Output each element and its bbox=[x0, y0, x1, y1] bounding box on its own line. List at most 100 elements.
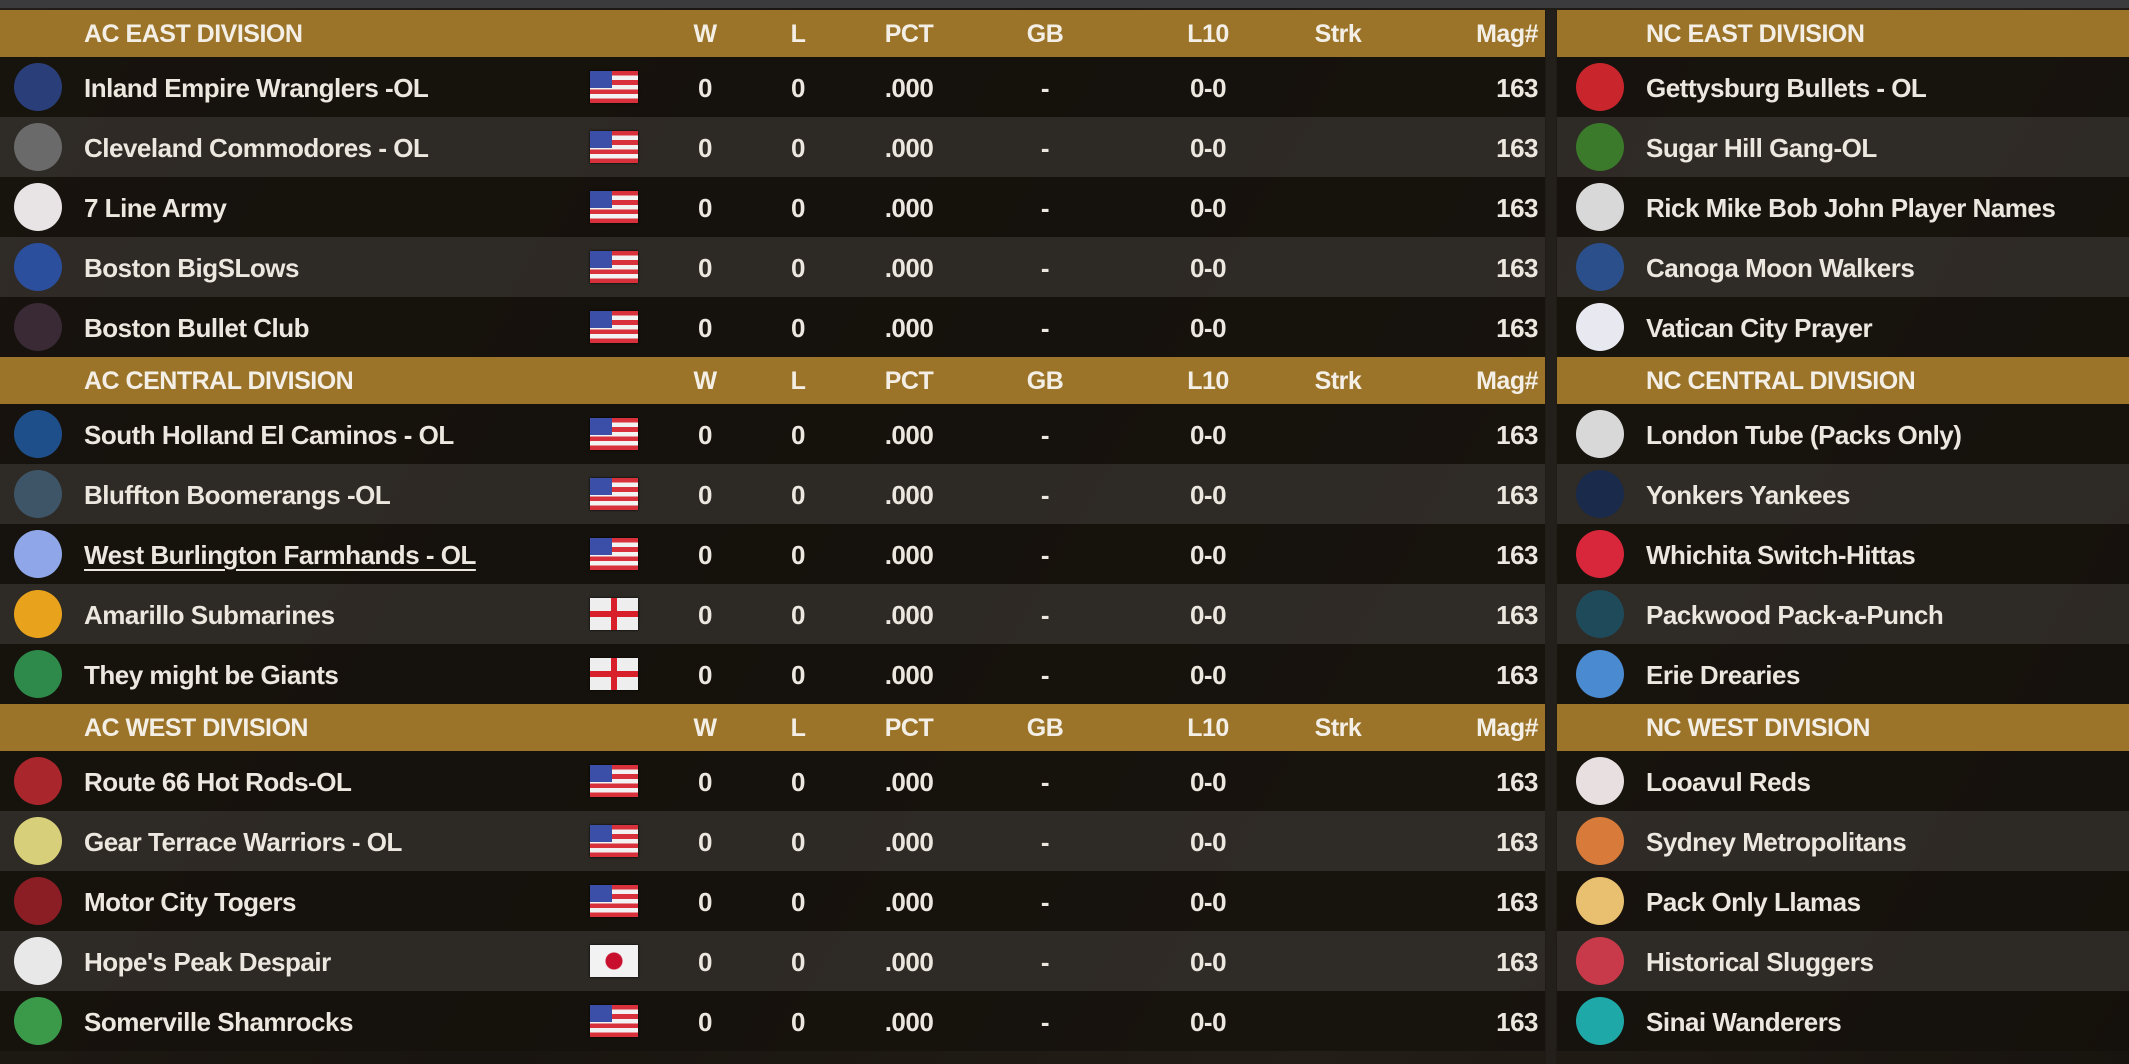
team-name[interactable]: Route 66 Hot Rods-OL bbox=[84, 767, 352, 797]
column-header-strk[interactable]: Strk bbox=[1314, 20, 1362, 48]
team-row[interactable]: Inland Empire Wranglers -OL 0 0 .000 - 0-0 163 bbox=[0, 57, 1545, 117]
team-name[interactable]: Sugar Hill Gang-OL bbox=[1646, 133, 1877, 163]
column-header-l[interactable]: L bbox=[790, 367, 806, 395]
team-name[interactable]: Bluffton Boomerangs -OL bbox=[84, 480, 391, 510]
team-row[interactable]: Somerville Shamrocks 0 0 .000 - 0-0 163 bbox=[0, 991, 1545, 1051]
team-name[interactable]: London Tube (Packs Only) bbox=[1646, 420, 1962, 450]
column-header-pct[interactable]: PCT bbox=[884, 367, 934, 395]
team-logo-icon bbox=[1576, 183, 1624, 231]
column-header-l10[interactable]: L10 bbox=[1187, 714, 1229, 742]
stat-mag: 163 bbox=[1496, 480, 1538, 510]
division-title: AC EAST DIVISION bbox=[84, 20, 303, 48]
flag-us-icon bbox=[590, 131, 638, 163]
team-row[interactable]: Vatican City Prayer bbox=[1557, 297, 2129, 357]
column-header-strk[interactable]: Strk bbox=[1314, 714, 1362, 742]
team-name[interactable]: Rick Mike Bob John Player Names bbox=[1646, 193, 2056, 223]
team-name[interactable]: Sinai Wanderers bbox=[1646, 1007, 1842, 1037]
team-name[interactable]: Looavul Reds bbox=[1646, 767, 1811, 797]
team-name[interactable]: Yonkers Yankees bbox=[1646, 480, 1851, 510]
team-row[interactable]: Looavul Reds bbox=[1557, 751, 2129, 811]
column-header-w[interactable]: W bbox=[693, 714, 717, 742]
panel-divider bbox=[1546, 10, 1556, 1064]
team-row[interactable]: London Tube (Packs Only) bbox=[1557, 404, 2129, 464]
team-name[interactable]: Pack Only Llamas bbox=[1646, 887, 1861, 917]
column-header-pct[interactable]: PCT bbox=[884, 714, 934, 742]
column-header-mag[interactable]: Mag# bbox=[1476, 20, 1538, 48]
team-row[interactable]: Erie Drearies bbox=[1557, 644, 2129, 704]
column-header-w[interactable]: W bbox=[693, 20, 717, 48]
column-header-l10[interactable]: L10 bbox=[1187, 20, 1229, 48]
team-row[interactable]: Motor City Togers 0 0 .000 - 0-0 163 bbox=[0, 871, 1545, 931]
column-header-mag[interactable]: Mag# bbox=[1476, 367, 1538, 395]
team-row[interactable]: Sydney Metropolitans bbox=[1557, 811, 2129, 871]
team-row[interactable]: Gettysburg Bullets - OL bbox=[1557, 57, 2129, 117]
column-header-l[interactable]: L bbox=[790, 714, 806, 742]
column-header-l10[interactable]: L10 bbox=[1187, 367, 1229, 395]
team-name[interactable]: Canoga Moon Walkers bbox=[1646, 253, 1915, 283]
team-row[interactable]: Packwood Pack-a-Punch bbox=[1557, 584, 2129, 644]
team-row[interactable]: Bluffton Boomerangs -OL 0 0 .000 - 0-0 163 bbox=[0, 464, 1545, 524]
team-name[interactable]: Motor City Togers bbox=[84, 887, 297, 917]
team-row[interactable]: Whichita Switch-Hittas bbox=[1557, 524, 2129, 584]
team-row[interactable]: West Burlington Farmhands - OL 0 0 .000 - 0-0… bbox=[0, 524, 1545, 584]
team-row[interactable]: Historical Sluggers bbox=[1557, 931, 2129, 991]
team-name[interactable]: They might be Giants bbox=[84, 660, 339, 690]
team-row[interactable]: Cleveland Commodores - OL 0 0 .000 - 0-0 163 bbox=[0, 117, 1545, 177]
stat-l10: 0-0 bbox=[1189, 767, 1227, 797]
stat-l: 0 bbox=[791, 133, 805, 163]
team-row[interactable]: Pack Only Llamas bbox=[1557, 871, 2129, 931]
team-name[interactable]: Whichita Switch-Hittas bbox=[1646, 540, 1916, 570]
team-name[interactable]: Amarillo Submarines bbox=[84, 600, 335, 630]
team-name[interactable]: Somerville Shamrocks bbox=[84, 1007, 353, 1037]
stat-l: 0 bbox=[791, 767, 805, 797]
team-row[interactable]: Boston Bullet Club 0 0 .000 - 0-0 163 bbox=[0, 297, 1545, 357]
team-row[interactable]: Sugar Hill Gang-OL bbox=[1557, 117, 2129, 177]
team-row[interactable]: South Holland El Caminos - OL 0 0 .000 - 0-0 1… bbox=[0, 404, 1545, 464]
team-name[interactable]: Vatican City Prayer bbox=[1646, 313, 1873, 343]
team-row[interactable]: Amarillo Submarines 0 0 .000 - 0-0 163 bbox=[0, 584, 1545, 644]
column-header-l[interactable]: L bbox=[790, 20, 806, 48]
team-name[interactable]: Hope's Peak Despair bbox=[84, 947, 331, 977]
team-name[interactable]: Cleveland Commodores - OL bbox=[84, 133, 429, 163]
column-header-pct[interactable]: PCT bbox=[884, 20, 934, 48]
team-logo-icon bbox=[14, 817, 62, 865]
team-row[interactable]: Boston BigSLows 0 0 .000 - 0-0 163 bbox=[0, 237, 1545, 297]
team-name[interactable]: Erie Drearies bbox=[1646, 660, 1800, 690]
column-header-gb[interactable]: GB bbox=[1026, 367, 1064, 395]
column-header-strk[interactable]: Strk bbox=[1314, 367, 1362, 395]
column-header-gb[interactable]: GB bbox=[1026, 714, 1064, 742]
team-name[interactable]: 7 Line Army bbox=[84, 193, 227, 223]
stat-l10: 0-0 bbox=[1189, 1007, 1227, 1037]
team-row[interactable]: Hope's Peak Despair 0 0 .000 - 0-0 163 bbox=[0, 931, 1545, 991]
team-row[interactable]: Rick Mike Bob John Player Names bbox=[1557, 177, 2129, 237]
team-row[interactable]: They might be Giants 0 0 .000 - 0-0 163 bbox=[0, 644, 1545, 704]
team-row[interactable]: 7 Line Army 0 0 .000 - 0-0 163 bbox=[0, 177, 1545, 237]
team-row[interactable]: Canoga Moon Walkers bbox=[1557, 237, 2129, 297]
team-name[interactable]: Packwood Pack-a-Punch bbox=[1646, 600, 1944, 630]
team-name[interactable]: Sydney Metropolitans bbox=[1646, 827, 1907, 857]
team-name[interactable]: West Burlington Farmhands - OL bbox=[84, 540, 476, 570]
division-title: NC WEST DIVISION bbox=[1646, 714, 1870, 742]
team-name[interactable]: Gettysburg Bullets - OL bbox=[1646, 73, 1927, 103]
division-block: AC EAST DIVISION W L PCT GB L10 Strk Mag# Inland… bbox=[0, 10, 1545, 357]
stat-w: 0 bbox=[698, 947, 712, 977]
column-header-gb[interactable]: GB bbox=[1026, 20, 1064, 48]
stat-l10: 0-0 bbox=[1189, 193, 1227, 223]
team-row[interactable]: Route 66 Hot Rods-OL 0 0 .000 - 0-0 163 bbox=[0, 751, 1545, 811]
division-header: NC CENTRAL DIVISION bbox=[1557, 357, 2129, 404]
team-name[interactable]: Boston BigSLows bbox=[84, 253, 299, 283]
stat-pct: .000 bbox=[884, 480, 934, 510]
team-name[interactable]: South Holland El Caminos - OL bbox=[84, 420, 454, 450]
team-name[interactable]: Historical Sluggers bbox=[1646, 947, 1874, 977]
team-name[interactable]: Gear Terrace Warriors - OL bbox=[84, 827, 402, 857]
column-header-mag[interactable]: Mag# bbox=[1476, 714, 1538, 742]
column-header-w[interactable]: W bbox=[693, 367, 717, 395]
team-row[interactable]: Gear Terrace Warriors - OL 0 0 .000 - 0-0 163 bbox=[0, 811, 1545, 871]
team-row[interactable]: Yonkers Yankees bbox=[1557, 464, 2129, 524]
team-logo-icon bbox=[14, 303, 62, 351]
team-name[interactable]: Inland Empire Wranglers -OL bbox=[84, 73, 429, 103]
flag-us-icon bbox=[590, 825, 638, 857]
team-name[interactable]: Boston Bullet Club bbox=[84, 313, 309, 343]
team-row[interactable]: Sinai Wanderers bbox=[1557, 991, 2129, 1051]
division-title: NC CENTRAL DIVISION bbox=[1646, 367, 1916, 395]
